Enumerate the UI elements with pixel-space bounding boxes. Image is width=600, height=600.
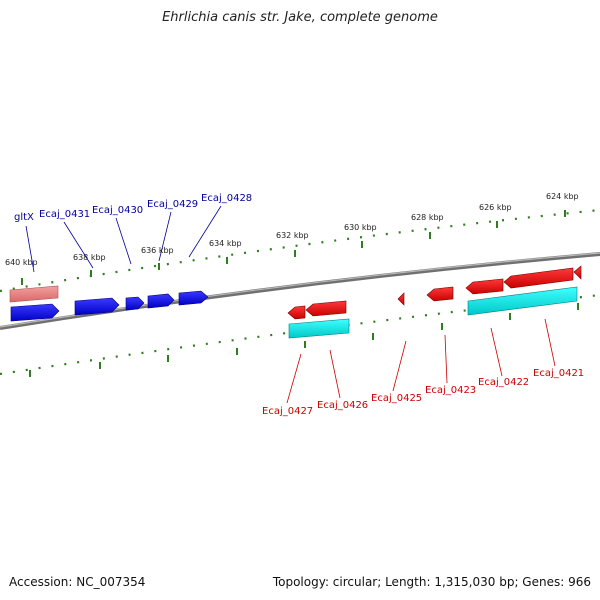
reverse-gene-label: Ecaj_0427	[262, 406, 313, 417]
tick-label: 632 kbp	[276, 231, 309, 240]
reverse-gene-label: Ecaj_0422	[478, 377, 529, 388]
reverse-gene-arrow	[503, 267, 574, 289]
map-title: Ehrlichia canis str. Jake, complete geno…	[162, 10, 438, 25]
reverse-gene-label: Ecaj_0426	[317, 400, 368, 411]
reverse-genes	[287, 265, 582, 320]
reverse-gene-arrow	[305, 300, 347, 317]
reverse-orfs	[288, 286, 578, 339]
forward-gene-arrow	[125, 296, 145, 311]
outer-tick-ring	[0, 208, 600, 293]
forward-gene-arrow	[178, 290, 209, 306]
tick-label: 626 kbp	[479, 203, 512, 212]
forward-gene-arrow	[10, 303, 60, 322]
forward-orf-feature	[9, 285, 59, 303]
forward-gene-arrow	[74, 297, 120, 316]
reverse-gene-arrow	[573, 265, 582, 280]
tick-label: 638 kbp	[73, 253, 106, 262]
genome-backbone	[0, 252, 600, 330]
forward-gene-label: Ecaj_0428	[201, 193, 252, 204]
tick-label: 630 kbp	[344, 223, 377, 232]
tick-label: 636 kbp	[141, 246, 174, 255]
forward-gene-label: gltX	[14, 212, 34, 223]
reverse-orf-feature	[467, 286, 578, 316]
genome-summary-text: Topology: circular; Length: 1,315,030 bp…	[272, 575, 591, 589]
inner-major-ticks	[29, 303, 579, 377]
reverse-gene-arrow	[287, 305, 306, 320]
accession-text: Accession: NC_007354	[9, 575, 146, 589]
forward-label-leaders	[25, 205, 222, 273]
reverse-gene-arrow	[397, 292, 405, 306]
outer-major-ticks	[21, 210, 566, 285]
forward-gene-label: Ecaj_0429	[147, 199, 198, 210]
tick-label: 628 kbp	[411, 213, 444, 222]
forward-gene-label: Ecaj_0430	[92, 205, 143, 216]
forward-gene-label: Ecaj_0431	[39, 209, 90, 220]
reverse-orf-feature	[288, 318, 350, 339]
reverse-label-leaders	[286, 318, 556, 404]
tick-label: 624 kbp	[546, 192, 579, 201]
tick-label: 634 kbp	[209, 239, 242, 248]
tick-label: 640 kbp	[5, 258, 38, 267]
reverse-gene-arrow	[465, 278, 504, 295]
reverse-gene-label: Ecaj_0423	[425, 385, 476, 396]
reverse-gene-label: Ecaj_0421	[533, 368, 584, 379]
forward-gene-arrow	[147, 293, 175, 309]
reverse-gene-label: Ecaj_0425	[371, 393, 422, 404]
forward-genes	[10, 290, 209, 322]
reverse-gene-arrow	[426, 286, 454, 302]
